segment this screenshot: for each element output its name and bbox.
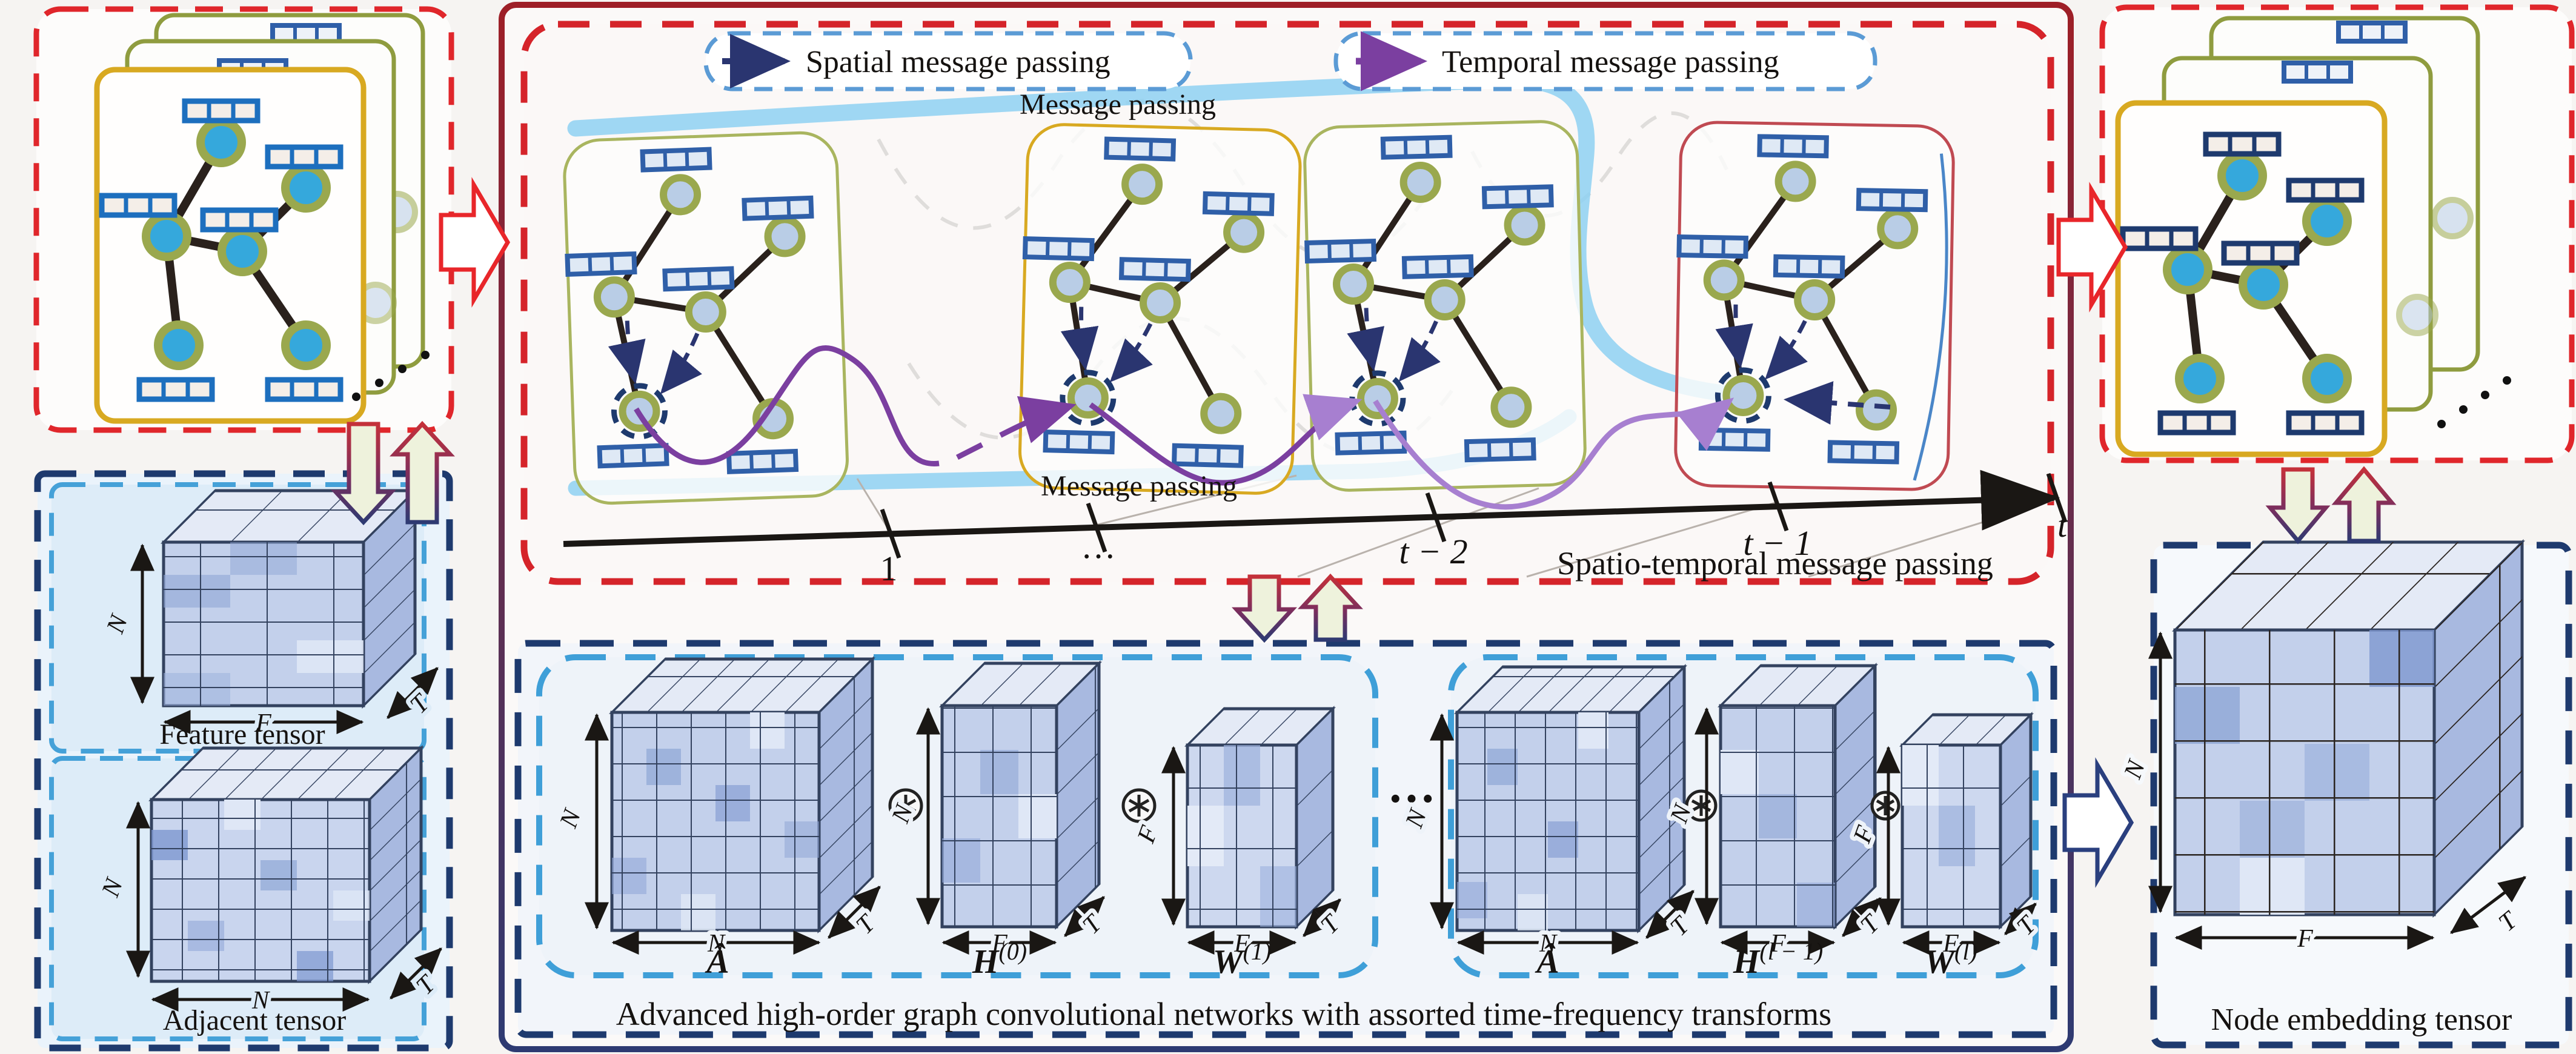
up-block-arrow — [390, 420, 455, 525]
right-block-arrow — [439, 177, 511, 308]
feature-tensor-label: Feature tensor — [159, 718, 325, 751]
message-passing-bottom-label: Message passing — [1041, 470, 1237, 502]
graph-conv-box: ··· N N T Â N F T H(0) — [514, 640, 2057, 1038]
down-block-arrow — [2265, 467, 2331, 545]
term-W1: W(1) — [1213, 938, 1271, 981]
adjacent-tensor-label: Adjacent tensor — [163, 1004, 347, 1036]
spatio-temporal-caption: Spatio-temporal message passing — [1557, 545, 1993, 582]
node-embedding-label: Node embedding tensor — [2211, 1003, 2512, 1037]
ghost-node — [2396, 294, 2438, 336]
weight-cube-1: F F T — [1127, 706, 1350, 962]
tick-label: t − 1 — [1743, 523, 1811, 563]
term-A1: Â — [705, 943, 729, 981]
weight-cube-2: F F T — [1844, 712, 2047, 962]
temporal-message-wave — [634, 345, 1734, 510]
ghost-node — [2431, 197, 2474, 239]
conv-ellipsis: ··· — [1387, 772, 1436, 826]
node-embedding-panel: N F T Node embedding tensor — [2114, 539, 2572, 1049]
feature-vector-icon — [2339, 23, 2405, 41]
axis-label: N — [2119, 756, 2151, 783]
axis-label: F — [2297, 925, 2313, 953]
snapshot-t1 — [563, 131, 849, 504]
stack-ellipsis-dots — [352, 351, 430, 401]
feature-tensor-cube: N F T — [97, 488, 440, 741]
down-block-arrow — [331, 422, 396, 526]
t-axis-arrow — [390, 947, 442, 999]
up-block-arrow — [1298, 573, 1363, 642]
term-H0: H(0) — [972, 938, 1027, 981]
snapshot-t — [1675, 122, 1954, 490]
timeline-ticks — [880, 472, 2068, 559]
term-Hl: H(l − 1) — [1733, 938, 1823, 981]
graph-conv-caption: Advanced high-order graph convolutional … — [616, 996, 1831, 1032]
tick-label: t − 2 — [1399, 532, 1467, 571]
output-graph-stack-panel — [2099, 4, 2575, 463]
legend-temporal: Temporal message passing — [1333, 31, 1877, 91]
node-embedding-cube: N F T — [2114, 539, 2528, 957]
tick-label: ··· — [1081, 537, 1116, 576]
stack-ellipsis-dots — [2437, 376, 2511, 428]
input-tensors-panel: N F T Feature tensor N N T Adjacent tens… — [34, 470, 453, 1052]
timeline: 1 ··· t − 2 t − 1 t — [563, 469, 2068, 588]
message-passing-top-label: Message passing — [1020, 88, 1216, 121]
t-axis-arrow — [387, 667, 439, 719]
tick-label: 1 — [880, 549, 898, 588]
up-block-arrow — [2331, 466, 2397, 543]
snapshot-t-2 — [1019, 124, 1301, 494]
adjacency-cube-1: N N T — [550, 656, 886, 962]
hidden-cube-1: N F T — [882, 660, 1112, 962]
spatio-temporal-box: Message passing Message passing Spatial … — [520, 21, 2068, 588]
flow-arrows — [331, 177, 2397, 888]
feature-vector-icon — [2284, 63, 2351, 81]
convolution-operator-icon — [888, 788, 923, 823]
spatial-message-arrow-horizontal — [1784, 381, 1891, 425]
legend-spatial: Spatial message passing — [703, 31, 1193, 91]
convolution-operator-icon — [1121, 788, 1157, 823]
down-block-arrow — [1232, 574, 1297, 643]
right-block-arrow-navy — [2062, 757, 2134, 888]
input-graph-stack-panel — [33, 6, 454, 433]
term-A2: Â — [1535, 943, 1559, 981]
convolution-operator-icon — [1870, 790, 1900, 821]
card-blue-edge — [1913, 153, 1948, 481]
tick-label: t — [2057, 505, 2068, 545]
legend-spatial-label: Spatial message passing — [806, 45, 1110, 79]
term-Wl: W(l) — [1924, 938, 1977, 981]
snapshot-t-1 — [1304, 121, 1586, 491]
legend-temporal-label: Temporal message passing — [1442, 45, 1779, 79]
right-block-arrow — [2056, 182, 2128, 313]
